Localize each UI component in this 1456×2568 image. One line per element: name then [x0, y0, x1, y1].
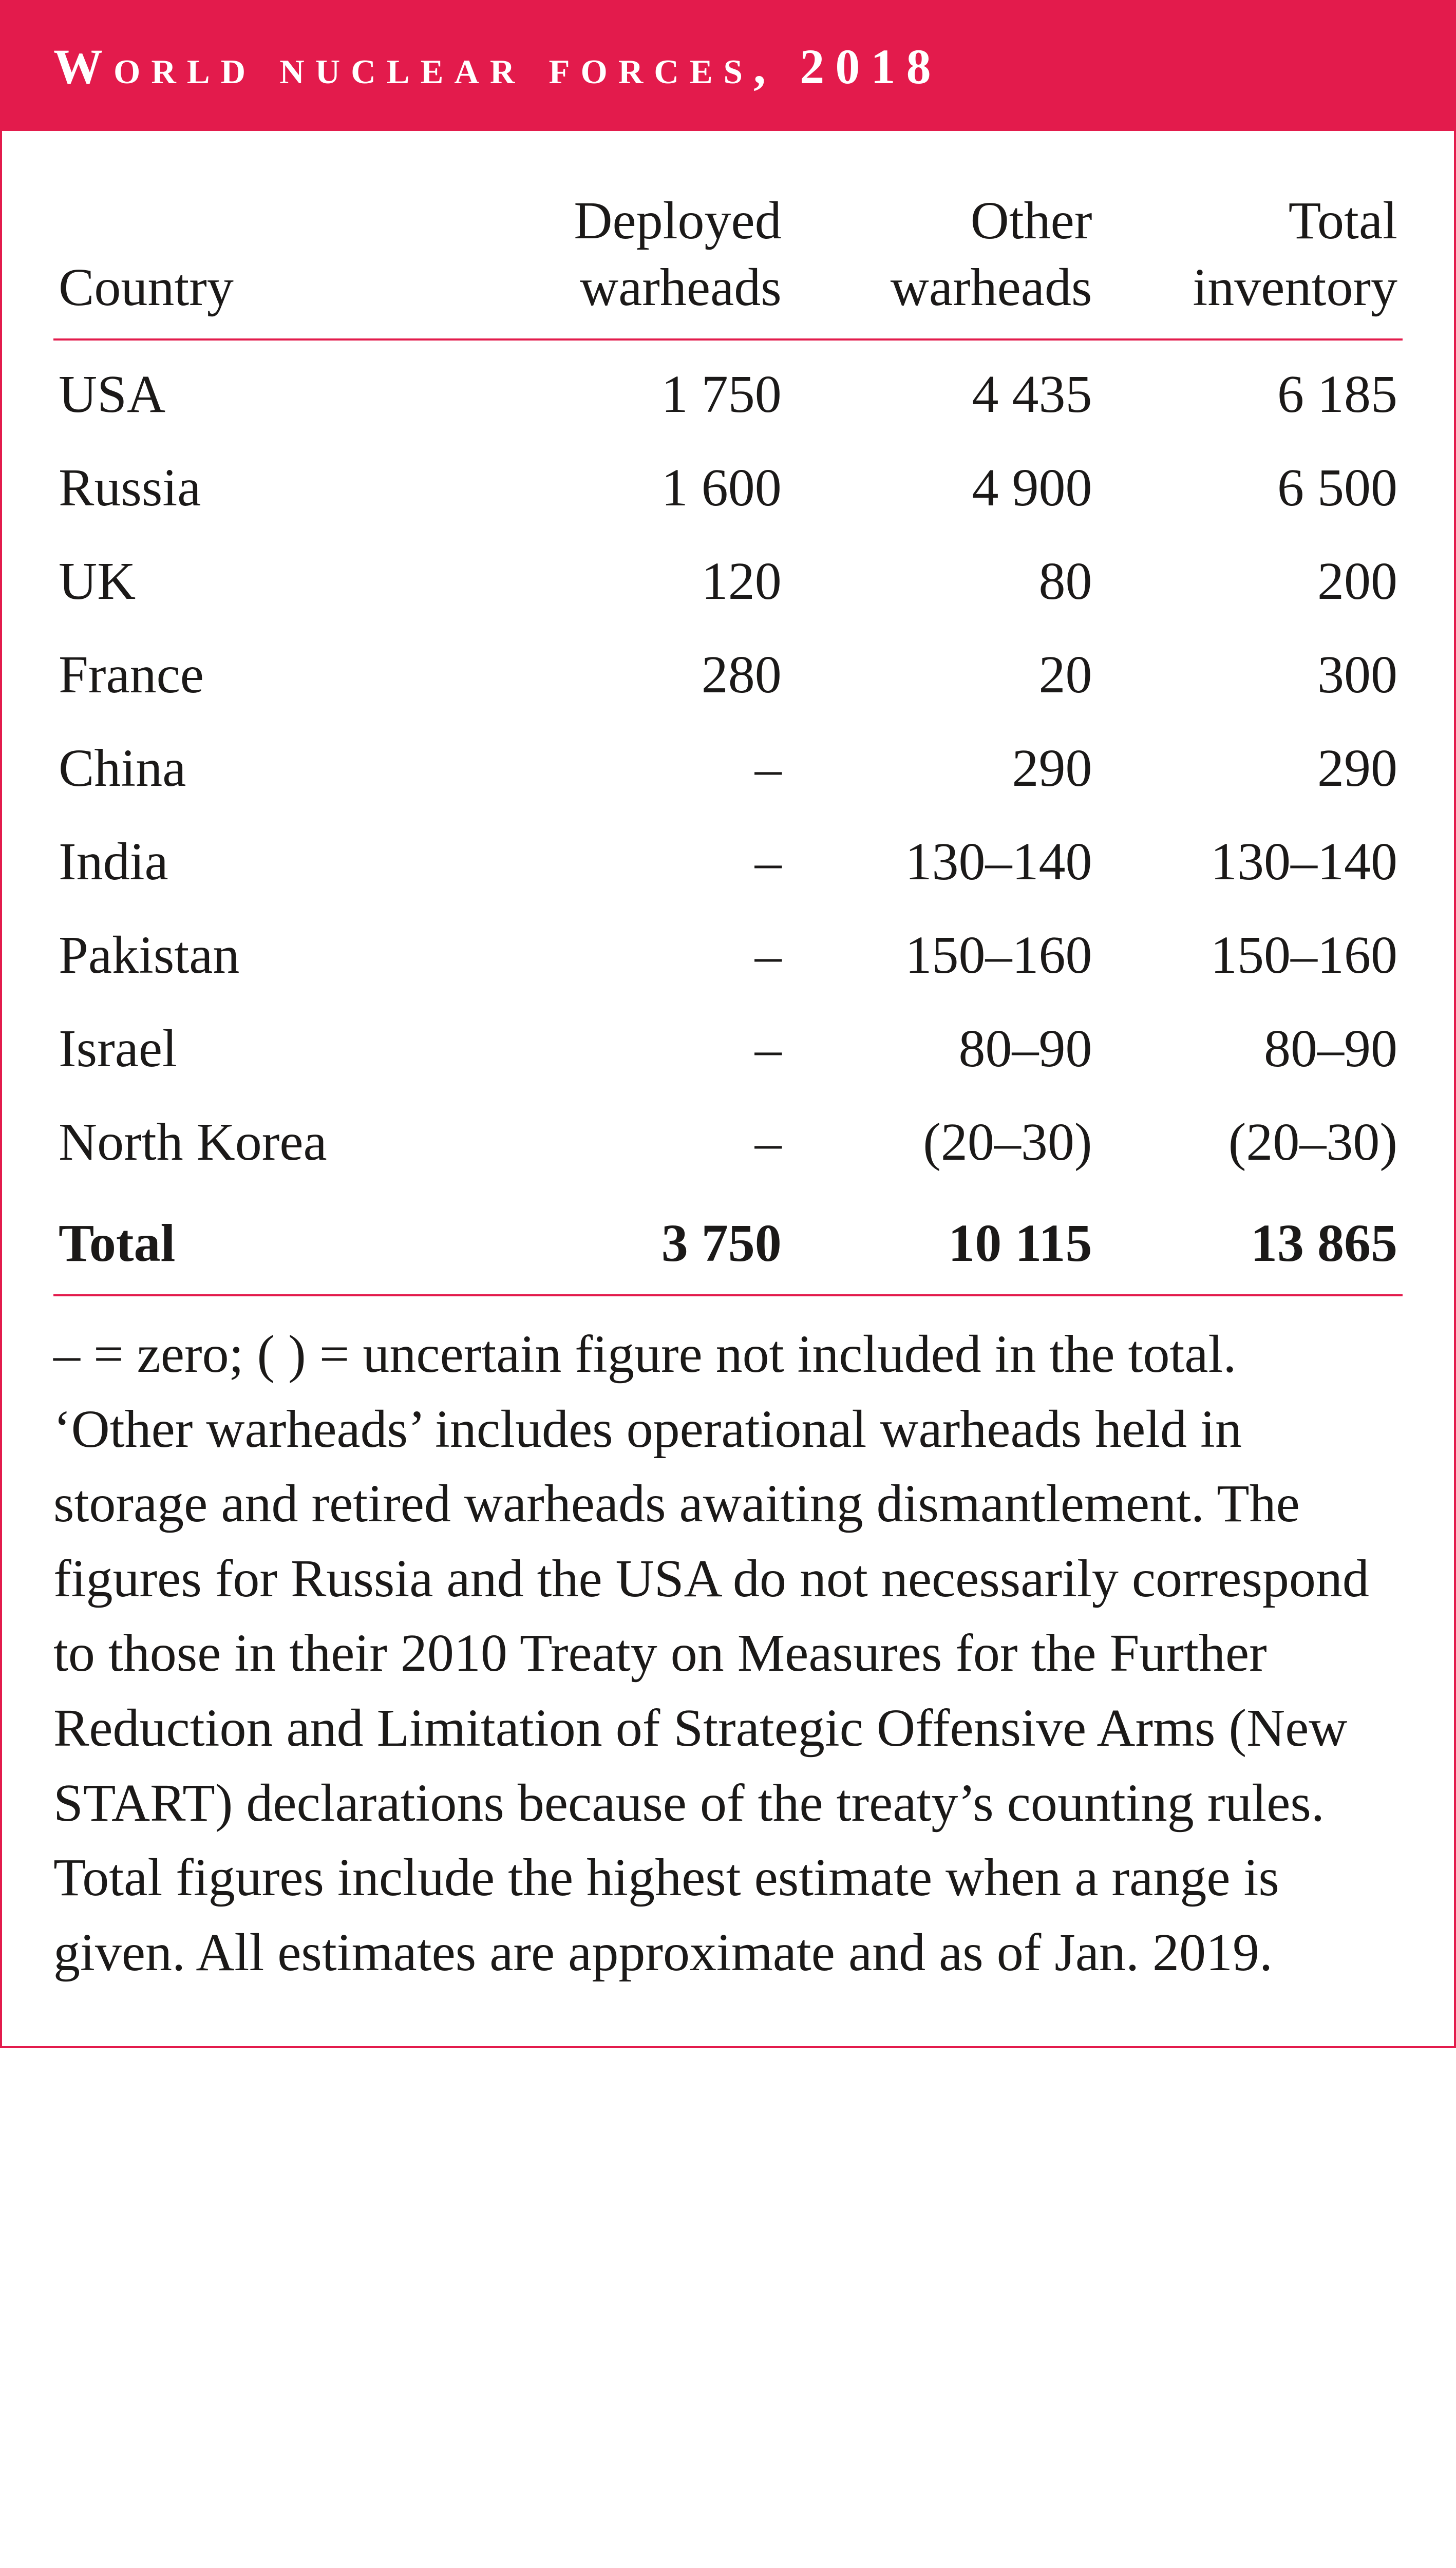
table-row: USA 1 750 4 435 6 185: [53, 339, 1403, 441]
cell-other: 80–90: [787, 1002, 1098, 1096]
cell-deployed: –: [418, 1002, 786, 1096]
cell-other: 130–140: [787, 815, 1098, 909]
cell-country: Russia: [53, 441, 418, 535]
cell-deployed: 1 600: [418, 441, 786, 535]
cell-country: USA: [53, 339, 418, 441]
col-other: Other warheads: [787, 177, 1098, 339]
table-row: North Korea – (20–30) (20–30): [53, 1096, 1403, 1189]
cell-other: 80: [787, 535, 1098, 628]
cell-total: (20–30): [1097, 1096, 1403, 1189]
table-row: Russia 1 600 4 900 6 500: [53, 441, 1403, 535]
cell-deployed: 280: [418, 628, 786, 722]
footnote-body: ‘Other warheads’ includes operational wa…: [53, 1392, 1403, 1990]
cell-country: China: [53, 722, 418, 815]
cell-other: 150–160: [787, 909, 1098, 1002]
cell-total-total: 13 865: [1097, 1189, 1403, 1295]
table-row: China – 290 290: [53, 722, 1403, 815]
cell-other: (20–30): [787, 1096, 1098, 1189]
footnote-legend: – = zero; ( ) = uncertain figure not inc…: [53, 1317, 1403, 1392]
banner-title: world nuclear forces, 2018: [2, 2, 1454, 131]
col-total: Total inventory: [1097, 177, 1403, 339]
cell-total: 150–160: [1097, 909, 1403, 1002]
footnotes: – = zero; ( ) = uncertain figure not inc…: [53, 1296, 1403, 1990]
nuclear-forces-table: Country Deployed warheads Other warheads…: [53, 177, 1403, 1296]
cell-total-deployed: 3 750: [418, 1189, 786, 1295]
cell-other: 20: [787, 628, 1098, 722]
table-row: Israel – 80–90 80–90: [53, 1002, 1403, 1096]
table-total-row: Total 3 750 10 115 13 865: [53, 1189, 1403, 1295]
cell-other: 290: [787, 722, 1098, 815]
cell-other: 4 900: [787, 441, 1098, 535]
cell-total: 6 185: [1097, 339, 1403, 441]
cell-country: UK: [53, 535, 418, 628]
table-header-row: Country Deployed warheads Other warheads…: [53, 177, 1403, 339]
cell-deployed: 120: [418, 535, 786, 628]
cell-deployed: –: [418, 909, 786, 1002]
cell-country: Israel: [53, 1002, 418, 1096]
card-content: Country Deployed warheads Other warheads…: [2, 131, 1454, 2046]
cell-deployed: –: [418, 815, 786, 909]
table-row: India – 130–140 130–140: [53, 815, 1403, 909]
cell-total-label: Total: [53, 1189, 418, 1295]
cell-total: 130–140: [1097, 815, 1403, 909]
cell-country: North Korea: [53, 1096, 418, 1189]
table-row: France 280 20 300: [53, 628, 1403, 722]
cell-deployed: 1 750: [418, 339, 786, 441]
cell-total: 6 500: [1097, 441, 1403, 535]
cell-total-other: 10 115: [787, 1189, 1098, 1295]
cell-deployed: –: [418, 1096, 786, 1189]
table-row: Pakistan – 150–160 150–160: [53, 909, 1403, 1002]
cell-other: 4 435: [787, 339, 1098, 441]
cell-deployed: –: [418, 722, 786, 815]
cell-country: India: [53, 815, 418, 909]
cell-total: 80–90: [1097, 1002, 1403, 1096]
col-country: Country: [53, 177, 418, 339]
cell-country: France: [53, 628, 418, 722]
cell-total: 200: [1097, 535, 1403, 628]
cell-total: 300: [1097, 628, 1403, 722]
col-deployed: Deployed warheads: [418, 177, 786, 339]
table-row: UK 120 80 200: [53, 535, 1403, 628]
nuclear-forces-card: world nuclear forces, 2018 Country Deplo…: [0, 0, 1456, 2048]
cell-country: Pakistan: [53, 909, 418, 1002]
cell-total: 290: [1097, 722, 1403, 815]
